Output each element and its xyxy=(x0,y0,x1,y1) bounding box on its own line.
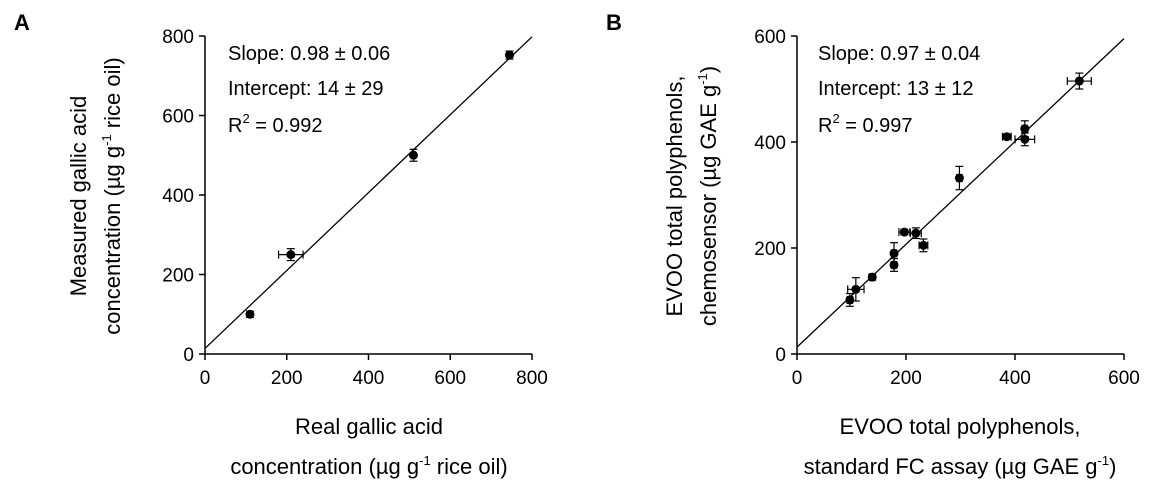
panel-a-xlabel-line1: Real gallic acid xyxy=(295,414,443,439)
y-tick-label: 400 xyxy=(754,133,786,154)
x-tick-label: 0 xyxy=(200,368,211,389)
y-tick-label: 600 xyxy=(162,107,194,128)
panel-b: B 0 200 400 600 0 200 400 600 Slope: 0.97 ± 0.0… xyxy=(606,10,1140,479)
data-point xyxy=(1067,73,1091,89)
point-marker xyxy=(919,241,928,250)
y-tick-label: 800 xyxy=(162,27,194,48)
point-marker xyxy=(286,250,295,259)
data-point xyxy=(245,310,254,319)
point-marker xyxy=(1075,77,1084,86)
point-marker xyxy=(409,151,418,160)
data-point xyxy=(955,166,964,189)
panel-b-xlabel-line2: standard FC assay (µg GAE g-1) xyxy=(804,453,1117,479)
panel-b-points xyxy=(845,73,1091,306)
data-point xyxy=(505,51,514,60)
data-point xyxy=(409,149,418,161)
point-marker xyxy=(1002,132,1011,141)
point-marker xyxy=(1020,135,1029,144)
x-tick-label: 400 xyxy=(353,368,385,389)
y-tick-label: 200 xyxy=(162,266,194,287)
point-marker xyxy=(505,51,514,60)
panel-b-ylabel-line2: chemosensor (µg GAE g-1) xyxy=(695,66,721,326)
x-tick-label: 0 xyxy=(792,368,803,389)
data-point xyxy=(890,243,899,264)
point-marker xyxy=(245,310,254,319)
x-tick-label: 200 xyxy=(890,368,922,389)
panel-a-intercept-text: Intercept: 14 ± 29 xyxy=(228,78,384,100)
y-tick-label: 600 xyxy=(754,27,786,48)
panel-b-ylabel-line1: EVOO total polyphenols, xyxy=(662,76,687,317)
point-marker xyxy=(900,228,909,237)
data-point xyxy=(868,273,877,282)
panel-a-slope-text: Slope: 0.98 ± 0.06 xyxy=(228,43,390,65)
y-tick-label: 0 xyxy=(775,345,786,366)
panel-a-ylabel-line2: concentration (µg g-1 rice oil) xyxy=(99,57,125,334)
x-tick-label: 800 xyxy=(516,368,548,389)
x-tick-label: 600 xyxy=(1108,368,1140,389)
x-tick-label: 600 xyxy=(434,368,466,389)
data-point xyxy=(919,239,928,252)
panel-a-ylabel-line1: Measured gallic acid xyxy=(66,96,91,297)
point-marker xyxy=(845,295,854,304)
point-marker xyxy=(890,249,899,258)
point-marker xyxy=(955,174,964,183)
point-marker xyxy=(1020,124,1029,133)
x-tick-label: 200 xyxy=(271,368,303,389)
y-tick-label: 200 xyxy=(754,239,786,260)
panel-b-ylabel: EVOO total polyphenols, chemosensor (µg … xyxy=(662,66,721,326)
panel-a-r2-text: R2 = 0.992 xyxy=(228,111,323,137)
data-point xyxy=(1015,133,1035,146)
panel-a-ylabel: Measured gallic acid concentration (µg g… xyxy=(66,57,125,334)
x-tick-label: 400 xyxy=(999,368,1031,389)
data-point xyxy=(910,228,921,239)
data-point xyxy=(1002,132,1011,141)
y-tick-label: 0 xyxy=(183,345,194,366)
panel-b-xlabel-line1: EVOO total polyphenols, xyxy=(840,414,1081,439)
panel-b-slope-text: Slope: 0.97 ± 0.04 xyxy=(818,43,980,65)
data-point xyxy=(845,294,854,307)
panel-a-xlabel-line2: concentration (µg g-1 rice oil) xyxy=(230,453,507,479)
data-point xyxy=(899,228,910,237)
panel-b-intercept-text: Intercept: 13 ± 12 xyxy=(818,78,974,100)
panel-a-label: A xyxy=(14,10,30,35)
panel-a: A 0 200 400 600 800 0 200 400 600 800 Slope: 0.98… xyxy=(14,10,548,479)
point-marker xyxy=(911,229,920,238)
panel-b-r2-text: R2 = 0.997 xyxy=(818,111,913,137)
point-marker xyxy=(851,285,860,294)
panel-b-label: B xyxy=(606,10,622,35)
point-marker xyxy=(868,273,877,282)
y-tick-label: 400 xyxy=(162,186,194,207)
